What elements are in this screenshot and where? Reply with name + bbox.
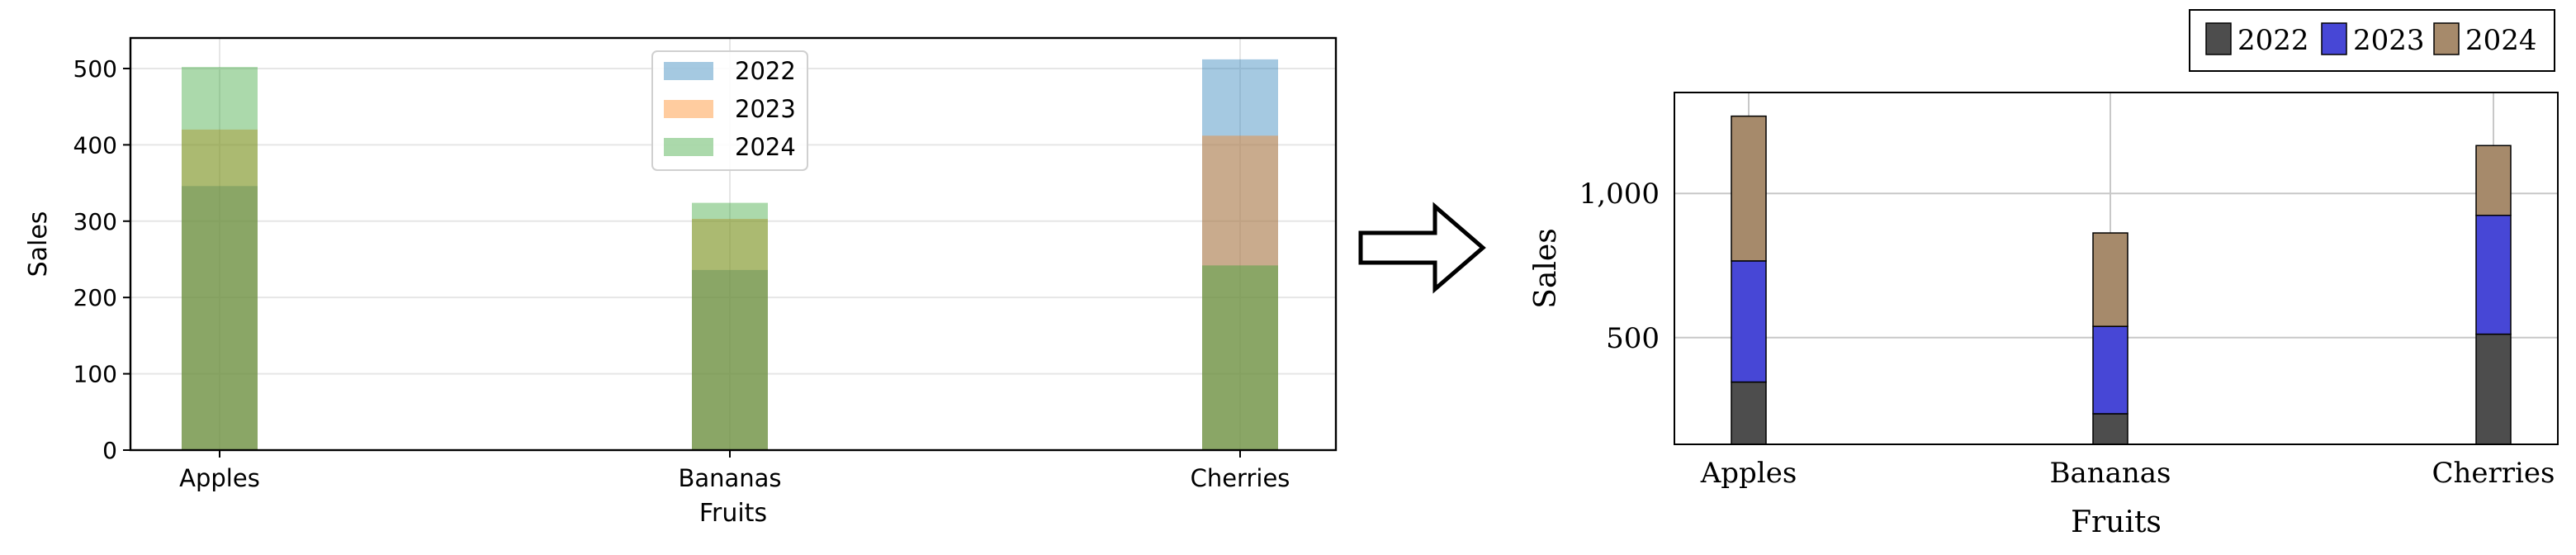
bar-2022-bananas [2092, 413, 2129, 445]
legend-label: 2022 [735, 57, 796, 85]
bar-2023-apples [1731, 260, 1767, 383]
bar-2024-cherries [1202, 265, 1278, 450]
left-legend: 2022 2023 2024 [651, 50, 808, 171]
y-tick-label: 500 [1606, 322, 1660, 355]
bar-2023-apples [182, 129, 258, 450]
right-legend: 2022 2023 2024 [2189, 9, 2555, 72]
chart-stacked: 500 1,000 Apples Bananas Cherries Fruits Sa… [1529, 9, 2559, 539]
bar-2022-apples [182, 186, 258, 450]
bar-2023-bananas [2092, 325, 2129, 415]
legend-swatch [664, 138, 713, 156]
bar-2022-cherries [1202, 59, 1278, 450]
legend-swatch [2205, 22, 2232, 55]
bar-2023-bananas [692, 219, 768, 450]
right-arrow-icon [1358, 202, 1486, 294]
legend-swatch [2321, 22, 2347, 55]
x-tick-label: Apples [1700, 457, 1797, 490]
right-y-ticks: 500 1,000 [1579, 178, 1660, 355]
bar-2024-bananas [692, 202, 768, 450]
legend-box [651, 50, 808, 171]
y-tick-label: 300 [73, 208, 117, 235]
right-x-ticks: Apples Bananas Cherries [1700, 457, 2555, 490]
right-y-axis-label: Sales [1529, 228, 1563, 308]
y-tick-label: 1,000 [1579, 178, 1660, 211]
right-bars [1731, 115, 2512, 445]
legend-label: 2024 [2465, 24, 2537, 57]
legend-label: 2024 [735, 133, 796, 161]
bar-2022-apples [1731, 381, 1767, 445]
x-tick-label: Bananas [2049, 457, 2171, 490]
legend-swatch [664, 100, 713, 118]
y-tick-label: 0 [102, 437, 117, 464]
left-y-ticks: 0 100 200 300 400 500 [73, 55, 130, 464]
x-tick-label: Bananas [678, 464, 781, 492]
left-plot-frame [129, 36, 1338, 452]
legend-box [2189, 9, 2555, 72]
bar-2023-cherries [1202, 135, 1278, 450]
legend-swatch [2433, 22, 2460, 55]
bar-2023-cherries [2475, 215, 2512, 335]
legend-swatch [664, 62, 713, 80]
bar-2022-cherries [2475, 333, 2512, 445]
right-x-axis-label: Fruits [2071, 505, 2162, 539]
bar-2024-cherries [2475, 145, 2512, 216]
x-tick-label: Cherries [2432, 457, 2555, 490]
bar-2024-bananas [2092, 232, 2129, 327]
x-tick-label: Apples [179, 464, 260, 492]
x-tick-label: Cherries [1191, 464, 1290, 492]
right-plot-frame [1674, 92, 2559, 445]
bar-2024-apples [182, 67, 258, 451]
y-tick-label: 100 [73, 361, 117, 388]
left-y-axis-label: Sales [24, 211, 53, 278]
bar-2024-apples [1731, 115, 1767, 262]
legend-label: 2023 [735, 95, 796, 123]
legend-label: 2022 [2237, 24, 2309, 57]
bar-2022-bananas [692, 269, 768, 450]
left-bars [182, 59, 1278, 451]
left-x-axis-label: Fruits [699, 499, 767, 528]
legend-label: 2023 [2353, 24, 2425, 57]
y-tick-label: 200 [73, 284, 117, 311]
left-x-ticks: Apples Bananas Cherries [179, 450, 1290, 492]
y-tick-label: 400 [73, 131, 117, 159]
y-tick-label: 500 [73, 55, 117, 83]
chart-overlap: 0 100 200 300 400 500 Apples Bananas Cherries F… [24, 36, 1338, 528]
